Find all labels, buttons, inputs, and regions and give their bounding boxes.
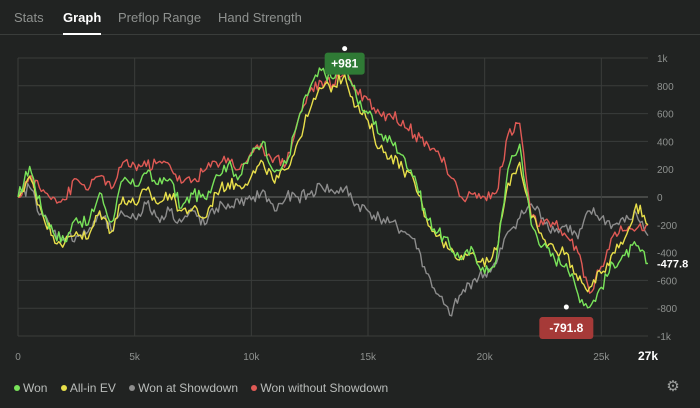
tab-stats-label: Stats	[14, 10, 44, 25]
y-tick-label: 0	[657, 193, 663, 204]
gear-icon[interactable]: ⚙	[666, 378, 680, 395]
tab-hand-strength[interactable]: Hand Strength	[218, 10, 302, 25]
y-tick-label: 400	[657, 137, 674, 148]
min-value-badge: -791.8	[539, 317, 594, 340]
y-tick-label: -400	[657, 249, 677, 260]
legend-dot-won-at-showdown	[129, 385, 136, 391]
max-badge-bg	[324, 52, 365, 75]
tab-preflop-range-label: Preflop Range	[118, 10, 202, 25]
max-value-badge: +981	[324, 52, 365, 75]
active-tab-underline	[63, 33, 102, 35]
y-tick-label: 600	[657, 110, 674, 121]
legend-dot-won-without-showdown	[251, 385, 258, 391]
legend: Won All-in EV Won at Showdown Won withou…	[14, 381, 398, 397]
y-tick-label: -200	[657, 221, 677, 232]
legend-label-won-without-showdown: Won without Showdown	[260, 381, 389, 395]
y-tick-label: -1k	[657, 332, 672, 343]
legend-label-allin-ev: All-in EV	[69, 381, 116, 395]
y-tick-label: -600	[657, 276, 677, 287]
tab-bar: Stats Graph Preflop Range Hand Strength	[0, 0, 700, 35]
tab-preflop-range[interactable]: Preflop Range	[118, 10, 201, 25]
x-tick-label: 20k	[477, 352, 494, 363]
legend-dot-won	[14, 385, 20, 391]
series-line-won	[17, 59, 649, 309]
y-tick-label: 200	[657, 165, 674, 176]
max-point-dot	[342, 46, 348, 52]
min-badge-text: -791.8	[549, 321, 583, 335]
x-tick-label: 5k	[129, 352, 141, 363]
legend-item-won[interactable]: Won	[14, 381, 47, 395]
x-tick-label: 10k	[243, 352, 260, 363]
x-end-label: 27k	[638, 349, 658, 363]
tab-hand-strength-label: Hand Strength	[218, 10, 302, 25]
tab-graph[interactable]: Graph	[63, 10, 102, 35]
tab-graph-label: Graph	[63, 10, 102, 25]
legend-item-allin-ev[interactable]: All-in EV	[60, 381, 116, 395]
x-tick-label: 15k	[360, 352, 377, 363]
y-tick-label: 1k	[657, 54, 669, 65]
max-badge-text: +981	[331, 57, 358, 71]
legend-dot-allin-ev	[60, 385, 67, 391]
series-line-won-at-showdown	[17, 182, 649, 317]
y-tick-label: 800	[657, 82, 674, 93]
series-line-all-in-ev	[17, 73, 649, 293]
legend-item-won-at-showdown[interactable]: Won at Showdown	[129, 381, 238, 395]
tab-stats[interactable]: Stats	[14, 10, 44, 25]
legend-label-won-at-showdown: Won at Showdown	[138, 381, 239, 395]
legend-item-won-without-showdown[interactable]: Won without Showdown	[251, 381, 388, 395]
x-tick-label: 25k	[593, 352, 610, 363]
y-tick-label: -800	[657, 304, 677, 315]
min-point-dot	[563, 304, 569, 310]
min-badge-bg	[539, 317, 594, 340]
series-line-won-without-showdown	[17, 68, 649, 294]
legend-label-won: Won	[23, 381, 48, 395]
winnings-graph[interactable]: 1k 800 600 400 200 0 -200 -400 -600 -800 -1k 0 5k 10k…	[0, 34, 700, 374]
last-value-label: -477.8	[657, 258, 688, 270]
x-tick-label: 0	[15, 352, 21, 363]
